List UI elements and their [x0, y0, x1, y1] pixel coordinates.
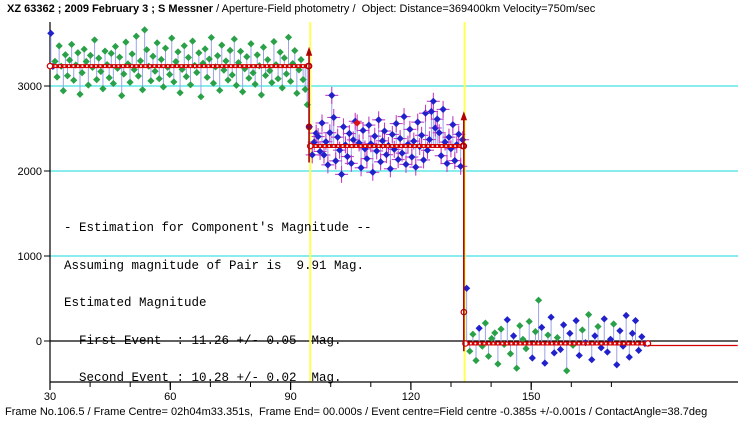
- stat-line: Assuming magnitude of Pair is 9.91 Mag.: [64, 258, 365, 273]
- svg-text:60: 60: [164, 391, 176, 403]
- svg-text:2000: 2000: [18, 166, 42, 178]
- stat-line: Estimated Magnitude: [64, 296, 207, 310]
- stat-line: - Estimation for Component's Magnitude -…: [64, 221, 372, 235]
- status-bar: Frame No.106.5 / Frame Centre= 02h04m33.…: [5, 406, 707, 418]
- stat-line: First Event : 11.26 +/- 0.05 Mag.: [64, 333, 342, 348]
- svg-text:3000: 3000: [18, 81, 42, 93]
- status-bar-text: Frame No.106.5 / Frame Centre= 02h04m33.…: [5, 406, 708, 418]
- svg-text:150: 150: [522, 391, 540, 403]
- svg-text:30: 30: [44, 391, 56, 403]
- svg-text:1000: 1000: [18, 251, 42, 263]
- title-text-bold: XZ 63362 ; 2009 February 3 ; S Messner: [7, 3, 217, 15]
- magnitude-stats-overlay: - Estimation for Component's Magnitude -…: [64, 197, 379, 425]
- svg-text:120: 120: [402, 391, 420, 403]
- title-text-regular: / Aperture-Field photometry / Object: Di…: [216, 3, 596, 15]
- svg-text:0: 0: [36, 336, 42, 348]
- title-bar: XZ 63362 ; 2009 February 3 ; S Messner /…: [7, 3, 595, 15]
- stat-line: Second Event : 10.28 +/- 0.02 Mag.: [64, 371, 342, 385]
- svg-text:90: 90: [284, 391, 296, 403]
